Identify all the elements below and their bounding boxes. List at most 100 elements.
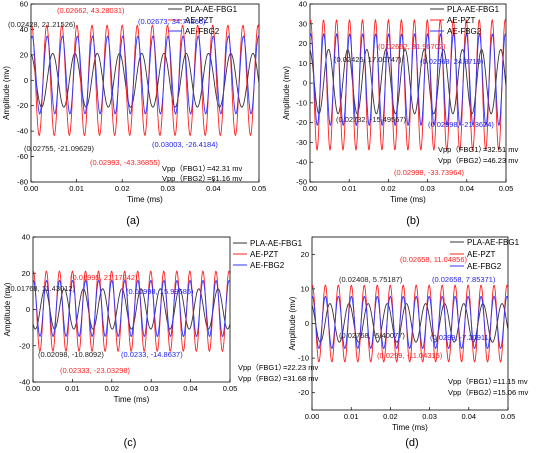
- annotation-label: (0.02428, 21.21526): [8, 20, 76, 29]
- y-tick-label: -20: [19, 341, 30, 350]
- x-tick-label: 0.03: [160, 184, 175, 193]
- x-tick-label: 0.03: [420, 184, 435, 193]
- legend-label: AE-FBG2: [185, 27, 220, 36]
- annotation-label: (0.01768, 11.43012): [8, 284, 76, 293]
- annotation-label: (0.01998, 15.99685): [126, 287, 194, 296]
- legend-label: PLA-AE-FBG1: [447, 5, 500, 14]
- x-tick-label: 0.05: [501, 412, 516, 421]
- series-line-ae-pzt: [310, 18, 506, 152]
- x-tick-label: 0.03: [144, 384, 159, 393]
- vpp-value: =15.06 mv: [493, 388, 528, 397]
- y-tick-label: 40: [299, 0, 307, 9]
- plot-frame: [309, 3, 507, 183]
- vpp-value: =22.23 mv: [283, 363, 318, 372]
- annotation-label: (0.01995, 21.17242): [70, 273, 138, 282]
- vpp-label: Vpp（FBG1）: [238, 363, 286, 372]
- x-tick-label: 0.02: [115, 184, 130, 193]
- y-tick-label: -50: [296, 178, 307, 187]
- y-tick-label: 10: [301, 284, 309, 293]
- y-tick-label: 40: [20, 25, 28, 34]
- x-tick-label: 0.04: [459, 184, 474, 193]
- x-tick-label: 0.02: [381, 184, 396, 193]
- annotation-label: (0.0299, -11.04315): [377, 351, 443, 360]
- panel-3: 0.00 0.01 0.02 0.03 0.04 0.05 -40 -20 0 20 40 Time …: [3, 233, 318, 450]
- annotation-label: (0.02668, 24.8719): [420, 57, 484, 66]
- y-tick-label: 30: [299, 19, 307, 28]
- legend-label: PLA-AE-FBG1: [185, 5, 238, 14]
- annotation-label: (0.02998, -33.73964): [394, 168, 465, 177]
- legend-label: AE-PZT: [447, 16, 476, 25]
- y-tick-label: 20: [22, 269, 30, 278]
- x-tick-label: 0.04: [183, 384, 198, 393]
- y-tick-label: -40: [17, 127, 28, 136]
- annotation-label: (0.02998, -21.3624): [428, 120, 494, 129]
- annotation-label: (0.02732, -15.49567): [336, 115, 407, 124]
- vpp-label: Vpp（FBG2）: [162, 174, 210, 183]
- annotation-label: (0.02662, 43.28031): [57, 6, 125, 15]
- legend-label: PLA-AE-FBG1: [467, 238, 520, 247]
- x-tick-label: 0.02: [383, 412, 398, 421]
- panel-1: 0.00 0.01 0.02 0.03 0.04 0.05 -80 -60 -40 -20 0 20 4…: [2, 0, 266, 227]
- x-tick-label: 0.01: [65, 384, 80, 393]
- y-tick-label: -60: [17, 152, 28, 161]
- y-tick-label: 20: [299, 39, 307, 48]
- series-line-ae-fbg2: [312, 295, 508, 350]
- x-tick-label: 0.04: [461, 412, 476, 421]
- annotation-label: (0.02425, 17.00747): [334, 55, 402, 64]
- y-tick-label: 60: [20, 0, 28, 9]
- panel-4: 0.00 0.01 0.02 0.03 0.04 0.05 -20 -10 0 10 20 Time …: [288, 236, 528, 449]
- annotation-label: (0.02333, -23.03298): [60, 366, 131, 375]
- y-tick-label: -80: [17, 178, 28, 187]
- x-tick-label: 0.01: [342, 184, 357, 193]
- x-axis-label: Time (ms): [390, 195, 426, 204]
- panel-caption: (d): [405, 437, 418, 449]
- vpp-label: Vpp（FBG2）: [448, 388, 496, 397]
- annotation-label: (0.02658, 11.04856): [400, 255, 468, 264]
- panel-2: 0.00 0.01 0.02 0.03 0.04 0.05 -50 -40 -30 -20 -10 0…: [282, 0, 518, 227]
- series-line-ae-fbg2: [310, 32, 506, 127]
- x-tick-label: 0.00: [305, 412, 320, 421]
- series-line-pla-ae-fbg1: [310, 48, 506, 115]
- vpp-value: =32.51 mv: [483, 145, 518, 154]
- vpp-value: =31.68 mv: [283, 374, 318, 383]
- y-axis-label: Amplitude (mv): [288, 296, 297, 350]
- legend-label: AE-FBG2: [250, 261, 285, 270]
- vpp-label: Vpp（FBG1）: [438, 145, 486, 154]
- annotation-label: (0.02768, -5.40077): [339, 331, 405, 340]
- y-tick-label: 0: [303, 79, 307, 88]
- x-tick-label: 0.01: [344, 412, 359, 421]
- annotation-label: (0.03003, -26.4184): [152, 140, 218, 149]
- annotation-label: (0.02408, 5.75187): [339, 275, 403, 284]
- y-tick-label: -10: [296, 98, 307, 107]
- y-tick-label: 0: [24, 76, 28, 85]
- y-tick-label: -20: [296, 118, 307, 127]
- x-tick-label: 0.05: [252, 184, 267, 193]
- x-axis-label: Time (ms): [392, 423, 428, 432]
- annotation-label: (0.0299, -7.20911): [430, 333, 492, 342]
- series-line-ae-fbg2: [31, 35, 259, 115]
- vpp-value: =46.23 mv: [483, 156, 518, 165]
- annotation-label: (0.02098, -10.8092): [38, 350, 104, 359]
- series-line-ae-fbg2: [33, 279, 230, 338]
- vpp-value: =11.15 mv: [493, 377, 528, 386]
- y-tick-label: 40: [22, 233, 30, 242]
- series-line-ae-pzt: [31, 24, 259, 137]
- vpp-label: Vpp（FBG1）: [162, 164, 210, 173]
- plot-frame: [30, 3, 260, 183]
- y-axis-label: Amplitude (mv): [2, 66, 11, 120]
- annotation-label: (0.02755, -21.09629): [24, 144, 95, 153]
- series-line-pla-ae-fbg1: [312, 303, 508, 343]
- annotation-label: (0.02673, 34.74366): [138, 17, 206, 26]
- x-tick-label: 0.00: [24, 184, 39, 193]
- x-axis-label: Time (ms): [127, 195, 163, 204]
- x-axis-label: Time (ms): [114, 395, 150, 404]
- x-tick-label: 0.04: [206, 184, 221, 193]
- legend-label: AE-PZT: [250, 250, 279, 259]
- y-axis-label: Amplitude (mv): [3, 282, 12, 336]
- y-tick-label: 20: [301, 250, 309, 259]
- legend-label: PLA-AE-FBG1: [250, 239, 303, 248]
- vpp-value: =42.31 mv: [207, 164, 242, 173]
- legend-label: AE-PZT: [467, 250, 496, 259]
- x-tick-label: 0.00: [26, 384, 41, 393]
- legend-label: AE-PZT: [185, 16, 214, 25]
